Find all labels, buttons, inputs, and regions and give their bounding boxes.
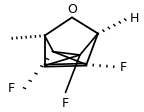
Text: H: H [130, 12, 139, 25]
Text: O: O [67, 3, 77, 16]
Text: F: F [7, 82, 14, 95]
Text: F: F [62, 97, 69, 110]
Text: F: F [120, 61, 127, 74]
